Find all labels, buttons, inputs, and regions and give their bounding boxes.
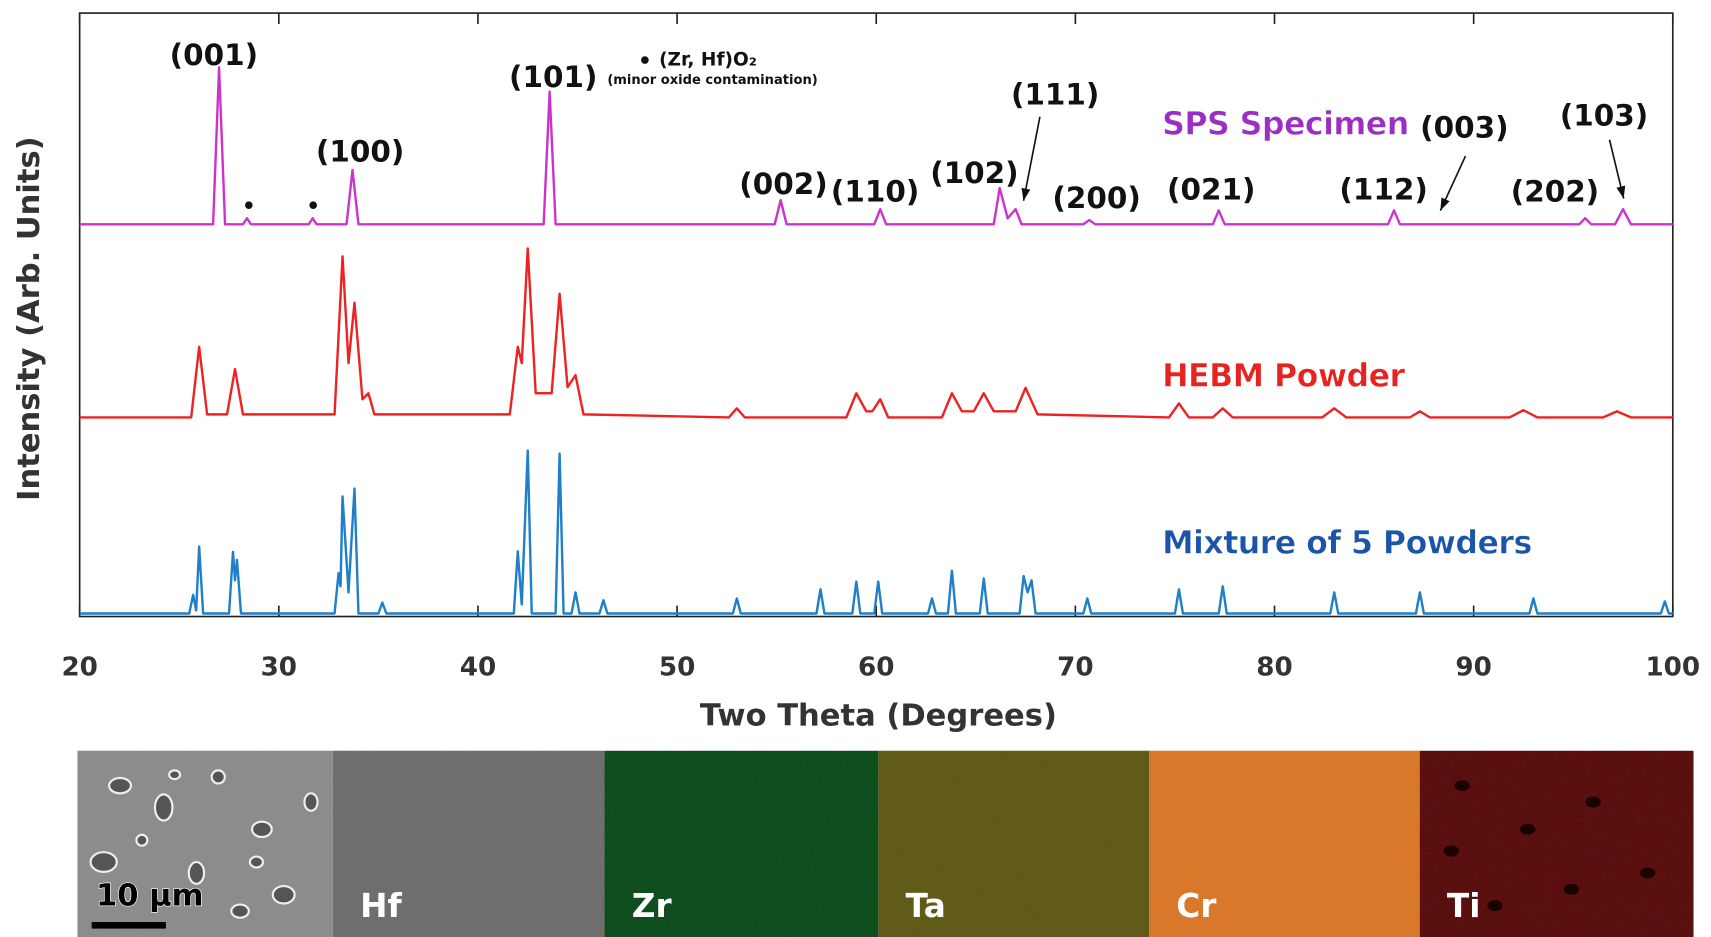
peak-label: (103)	[1560, 98, 1648, 132]
peak-label: (110)	[831, 175, 919, 209]
x-tick-label: 60	[858, 652, 894, 682]
element-label: Ti	[1447, 887, 1481, 925]
element-label: Hf	[360, 887, 402, 925]
arrow-head	[1616, 186, 1625, 199]
x-tick-label: 70	[1057, 652, 1093, 682]
sem-particle	[212, 770, 225, 783]
ti-void	[1444, 846, 1459, 857]
sem-particle	[231, 905, 248, 918]
sem-particle	[304, 793, 317, 810]
sem-particle	[109, 778, 131, 793]
element-label: Ta	[906, 887, 946, 925]
ti-void	[1455, 780, 1470, 791]
peak-label: (002)	[739, 167, 827, 201]
peak-label: (100)	[316, 134, 404, 168]
x-tick-label: 50	[659, 652, 695, 682]
arrow-head	[1440, 198, 1449, 211]
ti-void	[1640, 867, 1655, 878]
x-tick-label: 100	[1645, 652, 1700, 682]
series-label: SPS Specimen	[1162, 106, 1409, 142]
arrow-head	[1021, 188, 1030, 201]
ti-void	[1487, 900, 1502, 911]
arrow-line	[1024, 117, 1040, 201]
oxide-marker	[309, 201, 317, 209]
oxide-note: (minor oxide contamination)	[607, 73, 817, 88]
oxide-label: (Zr, Hf)O₂	[659, 50, 757, 71]
series-label: Mixture of 5 Powders	[1162, 526, 1532, 562]
x-axis-label: Two Theta (Degrees)	[700, 698, 1057, 733]
peak-label: (202)	[1511, 175, 1599, 209]
ti-void	[1564, 884, 1579, 895]
x-tick-label: 90	[1455, 652, 1491, 682]
peak-label: (102)	[930, 156, 1018, 190]
figure: Two Theta (Degrees) Intensity (Arb. Unit…	[0, 0, 1711, 937]
sem-particle	[136, 835, 147, 846]
element-label: Cr	[1176, 887, 1217, 925]
sem-particle	[273, 886, 295, 903]
peak-label: (021)	[1167, 172, 1255, 206]
peak-label: (001)	[170, 38, 258, 72]
xrd-pattern	[80, 248, 1673, 417]
sem-particle	[91, 852, 117, 872]
sem-particle	[169, 770, 180, 779]
element-label: Zr	[632, 887, 673, 925]
ti-void	[1586, 797, 1601, 808]
ti-void	[1520, 824, 1535, 835]
sem-particle	[252, 822, 272, 837]
peak-label: (101)	[509, 60, 597, 94]
oxide-marker	[245, 201, 253, 209]
x-tick-label: 20	[61, 652, 97, 682]
scale-bar	[92, 922, 166, 929]
peak-label: (111)	[1011, 78, 1099, 112]
x-tick-label: 30	[261, 652, 297, 682]
x-tick-label: 80	[1256, 652, 1292, 682]
peak-label: (112)	[1339, 172, 1427, 206]
peak-label: (003)	[1420, 110, 1508, 144]
sem-particle	[155, 794, 172, 820]
eds-panels: 10 µm Hf Zr Ta Cr Ti	[77, 751, 1693, 937]
scale-bar-label: 10 µm	[96, 878, 203, 913]
x-tick-label: 40	[460, 652, 496, 682]
y-axis-label: Intensity (Arb. Units)	[12, 136, 47, 501]
sem-particle	[250, 857, 263, 868]
series-label: HEBM Powder	[1162, 359, 1405, 395]
peak-label: (200)	[1052, 181, 1140, 215]
oxide-marker	[641, 56, 649, 64]
